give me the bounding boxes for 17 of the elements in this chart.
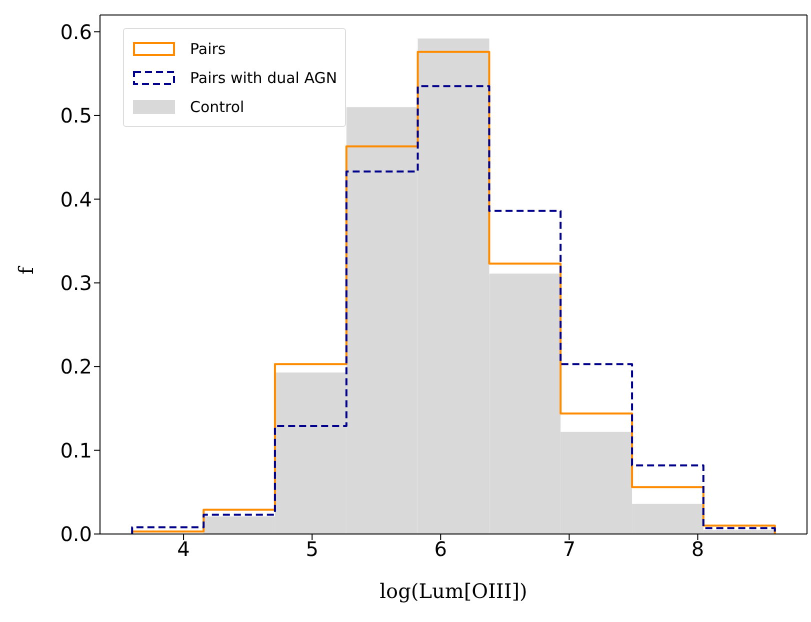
y-tick-label: 0.0 xyxy=(60,522,92,546)
y-tick-label: 0.3 xyxy=(60,270,92,295)
y-tick-label: 0.2 xyxy=(60,354,92,379)
legend-label: Control xyxy=(190,98,244,116)
y-tick-label: 0.5 xyxy=(60,104,92,128)
y-tick-label: 0.6 xyxy=(60,20,92,44)
x-tick-label: 8 xyxy=(691,537,704,562)
x-tick-label: 7 xyxy=(562,537,576,562)
x-tick-label: 5 xyxy=(306,537,318,562)
y-axis-title: f xyxy=(14,266,38,274)
x-tick-label: 4 xyxy=(177,537,190,562)
x-axis-title: log(Lum[OIII]) xyxy=(380,579,528,603)
x-tick-label: 6 xyxy=(434,537,448,562)
legend-label: Pairs xyxy=(190,40,226,58)
legend-label: Pairs with dual AGN xyxy=(190,68,338,86)
y-tick-label: 0.1 xyxy=(60,438,92,462)
y-tick-label: 0.4 xyxy=(60,187,92,212)
